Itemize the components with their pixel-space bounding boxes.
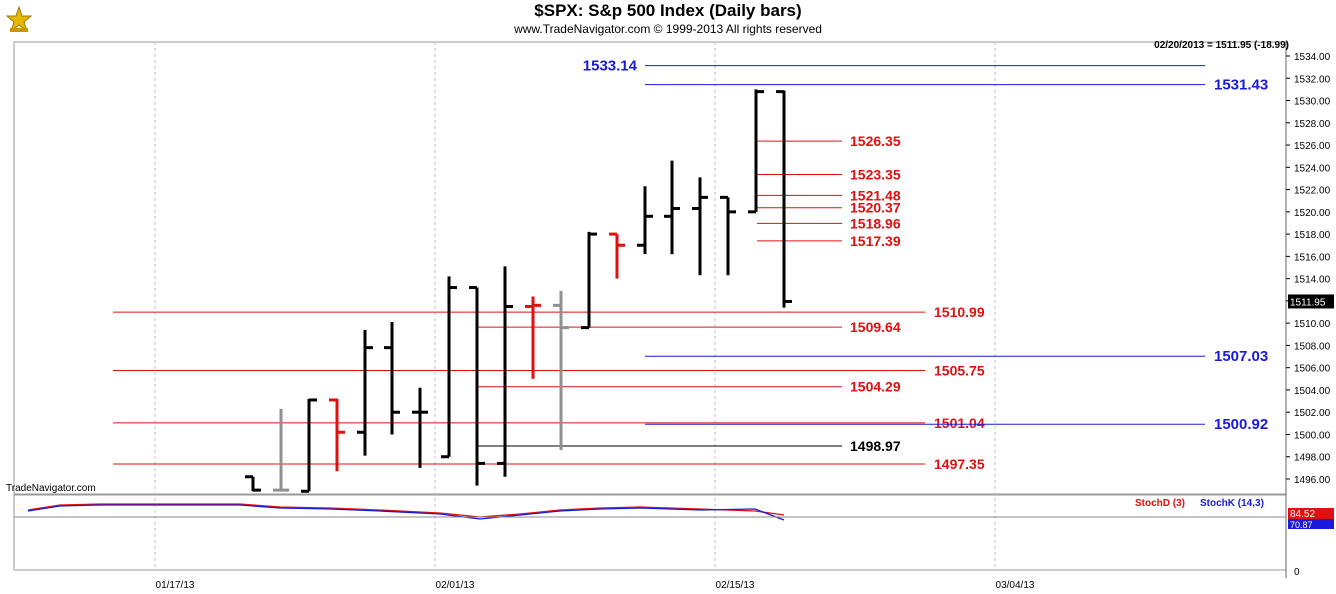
price-tick-label: 1530.00 (1294, 97, 1331, 108)
indicator-axis-zero: 0 (1294, 567, 1300, 578)
price-tick-label: 1498.00 (1294, 453, 1331, 464)
level-label: 1504.29 (850, 379, 901, 395)
price-tick-label: 1510.00 (1294, 319, 1331, 330)
date-tick-label: 01/17/13 (156, 580, 195, 591)
ohlc-bar (609, 232, 625, 279)
stochk-line (27, 504, 785, 521)
copyright-text: www.TradeNavigator.com © 1999-2013 All r… (514, 22, 822, 36)
ohlc-bar (581, 231, 597, 330)
price-tick-label: 1502.00 (1294, 408, 1331, 419)
date-tick-label: 02/15/13 (716, 580, 755, 591)
ohlc-bar (384, 322, 400, 435)
last-price-label: 1511.95 (1290, 297, 1326, 308)
level-label: 1518.96 (850, 215, 901, 231)
level-label: 1520.37 (850, 200, 901, 216)
stochd-line (27, 503, 785, 518)
level-label: 1500.92 (1214, 416, 1268, 433)
price-readout: 02/20/2013 = 1511.95 (-18.99) (1154, 40, 1289, 51)
price-tick-label: 1496.00 (1294, 475, 1331, 486)
ohlc-bar (553, 290, 569, 451)
level-label: 1497.35 (934, 456, 985, 472)
stochk-value-box (1288, 519, 1334, 529)
price-tick-label: 1500.00 (1294, 430, 1331, 441)
ohlc-bars (245, 89, 792, 493)
level-label: 1533.14 (583, 58, 638, 75)
level-label: 1507.03 (1214, 348, 1268, 365)
price-tick-label: 1508.00 (1294, 341, 1331, 352)
stochd-value-label: 84.52 (1290, 509, 1315, 520)
chart-title: $SPX: S&p 500 Index (Daily bars) (534, 1, 802, 20)
price-tick-label: 1524.00 (1294, 163, 1331, 174)
date-tick-label: 02/01/13 (436, 580, 475, 591)
ohlc-bar (273, 408, 289, 492)
level-label: 1498.97 (850, 438, 901, 454)
level-label: 1526.35 (850, 133, 901, 149)
level-label: 1510.99 (934, 304, 985, 320)
ohlc-bar (637, 186, 653, 255)
level-label: 1509.64 (850, 319, 901, 335)
level-label: 1531.43 (1214, 77, 1268, 94)
price-tick-label: 1516.00 (1294, 252, 1331, 263)
level-label: 1501.04 (934, 415, 985, 431)
level-label: 1523.35 (850, 167, 901, 183)
ohlc-bar (412, 387, 428, 468)
date-tick-label: 03/04/13 (996, 580, 1035, 591)
level-label: 1521.48 (850, 187, 901, 203)
level-label: 1517.39 (850, 233, 901, 249)
ohlc-bar (441, 276, 457, 459)
price-tick-label: 1534.00 (1294, 52, 1331, 63)
ohlc-bar (525, 296, 541, 379)
ohlc-bar (664, 160, 680, 255)
ohlc-bar (776, 90, 792, 308)
price-tick-label: 1526.00 (1294, 141, 1331, 152)
ohlc-bar (245, 475, 261, 492)
ohlc-bar (357, 329, 373, 456)
vertical-gridlines (154, 42, 996, 570)
trade-navigator-logo-icon (4, 4, 34, 34)
ohlc-bar (469, 286, 485, 486)
price-tick-label: 1504.00 (1294, 386, 1331, 397)
price-tick-label: 1532.00 (1294, 74, 1331, 85)
stochk-value-label: 70.87 (1290, 520, 1313, 530)
price-levels: 1533.14 1531.43 1526.35 1523.35 1521.481520.… (113, 58, 1268, 472)
ohlc-bar (720, 195, 736, 276)
price-tick-label: 1514.00 (1294, 275, 1331, 286)
price-tick-label: 1520.00 (1294, 208, 1331, 219)
level-label: 1505.75 (934, 362, 985, 378)
date-axis: 01/17/13 02/01/13 02/15/13 03/04/13 (156, 580, 1035, 591)
stochd-value-box (1288, 508, 1334, 519)
ohlc-bar (692, 177, 708, 276)
price-tick-label: 1518.00 (1294, 230, 1331, 241)
ohlc-bar (748, 89, 764, 214)
ohlc-bar (497, 266, 513, 477)
price-tick-label: 1522.00 (1294, 186, 1331, 197)
price-axis: 1496.00 1498.00 1500.00 1502.00 1504.00 1506.… (1286, 52, 1334, 486)
stochk-legend: StochK (14,3) (1200, 498, 1264, 509)
stochd-legend: StochD (3) (1135, 498, 1185, 509)
ohlc-bar (301, 398, 317, 493)
price-tick-label: 1506.00 (1294, 364, 1331, 375)
ohlc-bar (329, 398, 345, 472)
price-tick-label: 1528.00 (1294, 119, 1331, 130)
watermark-text: TradeNavigator.com (6, 483, 96, 494)
last-price-box (1288, 294, 1334, 309)
